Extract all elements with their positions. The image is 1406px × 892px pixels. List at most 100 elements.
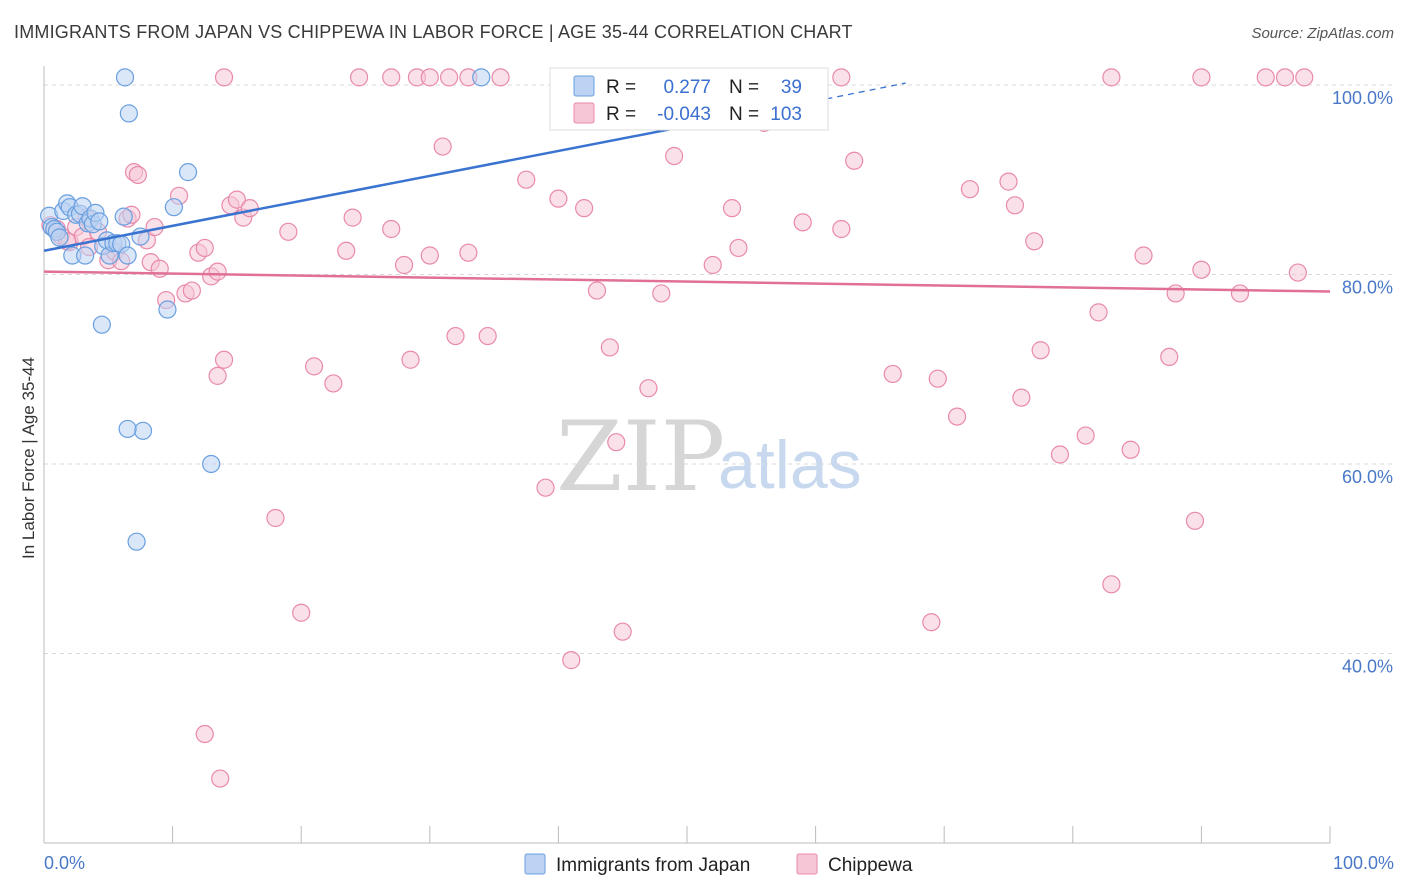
point-chippewa-27	[227, 190, 246, 209]
point-chippewa-84	[1166, 284, 1185, 303]
point-chippewa-89	[195, 724, 214, 744]
point-chippewa-70	[947, 407, 967, 426]
stats-n-value-chippewa: 103	[770, 104, 802, 125]
point-chippewa-30	[279, 222, 298, 241]
stats-n-label-chippewa: N =	[729, 104, 759, 125]
point-chippewa-91	[349, 68, 369, 87]
stats-swatch-chippewa	[573, 102, 595, 124]
point-chippewa-92	[382, 68, 401, 87]
point-chippewa-80	[1102, 575, 1121, 594]
point-chippewa-78	[1076, 426, 1095, 445]
point-chippewa-25	[208, 262, 227, 281]
point-chippewa-60	[722, 199, 742, 218]
point-japan-24	[114, 207, 133, 226]
data-points	[40, 68, 1314, 788]
point-chippewa-41	[401, 350, 420, 369]
point-chippewa-101	[1256, 68, 1275, 87]
stats-r-label-chippewa: R =	[606, 104, 636, 125]
point-chippewa-51	[587, 281, 607, 300]
point-chippewa-83	[1160, 347, 1179, 367]
point-chippewa-35	[304, 357, 324, 376]
point-japan-26	[92, 315, 111, 334]
stats-legend: R = 0.277 N = 39 R = -0.043 N = 103	[549, 67, 829, 131]
point-chippewa-23	[195, 238, 214, 258]
point-japan-4	[50, 228, 69, 247]
point-chippewa-52	[600, 338, 619, 357]
point-chippewa-45	[459, 243, 478, 262]
series-chippewa-points	[41, 68, 1314, 788]
point-chippewa-79	[1089, 303, 1108, 322]
point-chippewa-44	[446, 326, 465, 346]
point-chippewa-90	[211, 769, 230, 788]
point-chippewa-102	[1275, 68, 1295, 87]
point-japan-33	[202, 454, 221, 474]
point-chippewa-68	[922, 613, 941, 632]
watermark-zip: ZIP	[556, 401, 725, 513]
point-chippewa-56	[639, 379, 658, 398]
point-chippewa-82	[1134, 246, 1153, 265]
grid-lines	[44, 84, 1392, 654]
stats-box	[549, 67, 829, 131]
stats-n-value-japan: 39	[781, 77, 802, 98]
watermark-atlas: atlas	[718, 427, 862, 503]
point-chippewa-49	[562, 651, 581, 670]
chart-source: Source: ZipAtlas.com	[1251, 25, 1394, 42]
stats-r-value-chippewa: -0.043	[657, 104, 711, 125]
point-chippewa-48	[536, 478, 555, 497]
point-chippewa-76	[1031, 341, 1050, 360]
point-chippewa-75	[1025, 232, 1044, 251]
point-chippewa-109	[832, 68, 851, 87]
point-chippewa-39	[382, 219, 401, 239]
legend-swatch-japan	[524, 853, 546, 875]
point-chippewa-66	[845, 151, 864, 170]
point-chippewa-95	[439, 68, 459, 87]
point-chippewa-33	[266, 508, 285, 528]
point-chippewa-59	[703, 255, 722, 275]
point-chippewa-65	[832, 219, 851, 239]
y-tick-label-0: 100.0%	[1332, 88, 1393, 108]
bottom-legend: Immigrants from Japan Chippewa	[524, 853, 913, 876]
point-chippewa-54	[613, 622, 632, 641]
point-chippewa-108	[549, 189, 568, 208]
point-japan-36	[119, 104, 138, 123]
zipatlas-watermark: ZIP atlas	[556, 401, 862, 513]
point-chippewa-13	[128, 165, 147, 185]
point-japan-17	[90, 212, 109, 231]
point-japan-32	[118, 419, 137, 439]
point-japan-28	[158, 300, 177, 319]
point-chippewa-86	[1192, 260, 1211, 279]
x-tick-label-right: 100.0%	[1333, 853, 1394, 873]
point-chippewa-69	[928, 369, 947, 388]
point-chippewa-32	[208, 366, 227, 385]
point-chippewa-103	[1295, 68, 1314, 87]
point-chippewa-37	[337, 241, 356, 260]
y-tick-labels: 100.0% 80.0% 60.0% 40.0%	[1332, 88, 1393, 677]
y-tick-label-3: 40.0%	[1342, 656, 1393, 676]
point-chippewa-21	[182, 281, 201, 300]
point-chippewa-88	[214, 68, 234, 87]
point-chippewa-100	[1192, 68, 1211, 87]
point-chippewa-36	[324, 374, 343, 393]
trend-line-chippewa	[43, 270, 1331, 293]
stats-r-label-japan: R =	[606, 77, 636, 98]
point-chippewa-31	[214, 350, 234, 369]
point-chippewa-72	[999, 172, 1018, 191]
point-chippewa-67	[883, 364, 902, 384]
point-japan-34	[127, 532, 146, 551]
series-japan-points	[40, 68, 735, 551]
y-tick-label-2: 60.0%	[1342, 467, 1393, 487]
point-chippewa-46	[478, 326, 497, 346]
legend-swatch-chippewa	[796, 853, 818, 875]
point-chippewa-73	[1005, 196, 1025, 215]
trend-line-japan-extension	[815, 82, 906, 102]
point-chippewa-61	[729, 238, 748, 258]
axes	[43, 66, 1331, 844]
point-japan-12	[76, 246, 95, 265]
chart-title: IMMIGRANTS FROM JAPAN VS CHIPPEWA IN LAB…	[14, 22, 853, 42]
point-chippewa-77	[1050, 445, 1070, 464]
stats-n-label-japan: N =	[729, 77, 759, 98]
point-chippewa-53	[607, 433, 626, 452]
y-tick-label-1: 80.0%	[1342, 277, 1393, 297]
point-chippewa-40	[394, 255, 414, 275]
